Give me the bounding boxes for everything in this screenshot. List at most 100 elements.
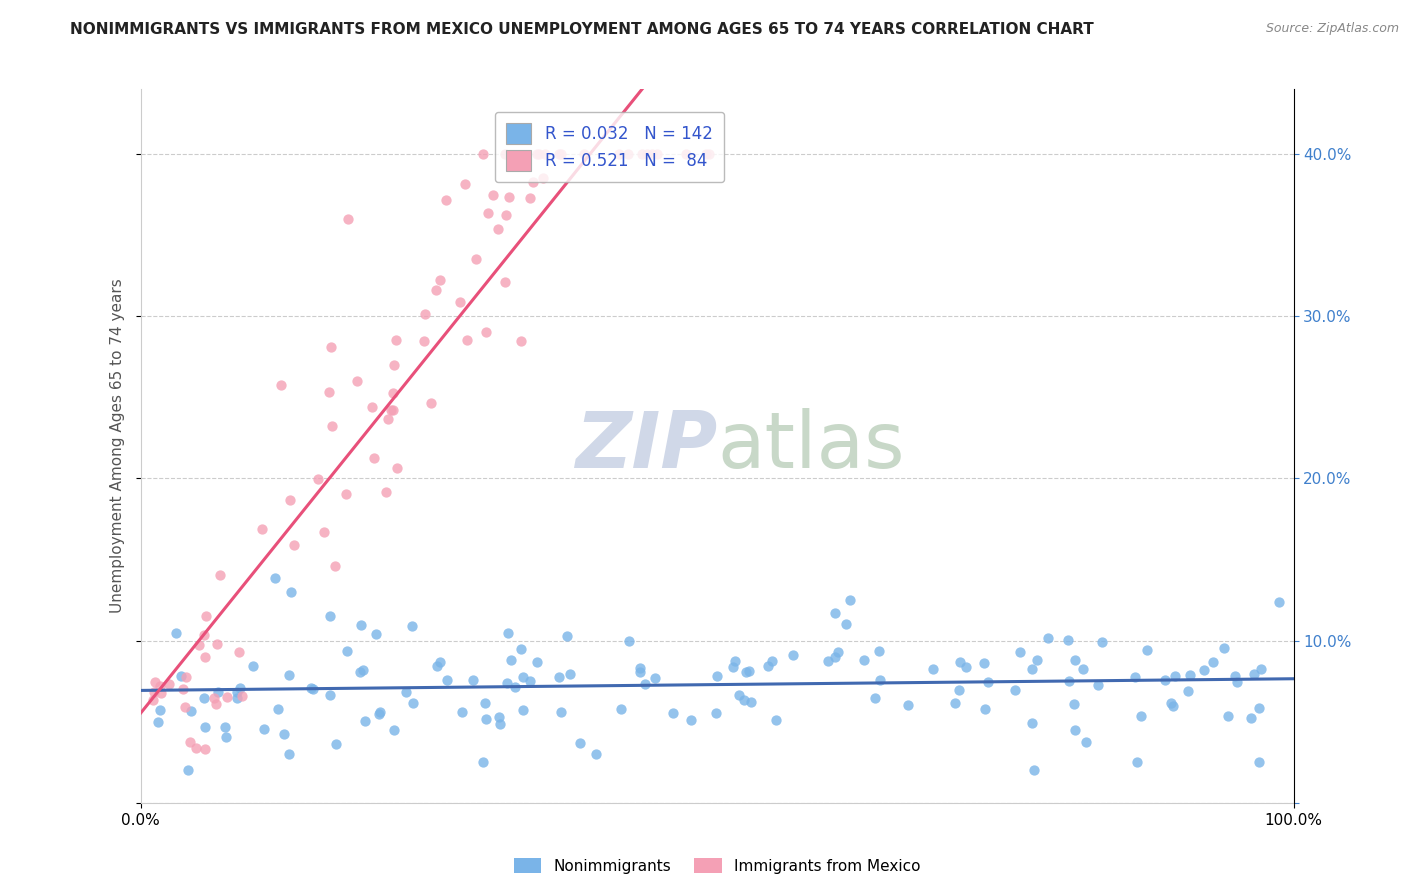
- Point: [510, 641, 533, 656]
- Point: [335, 487, 357, 501]
- Point: [1194, 663, 1216, 677]
- Point: [429, 655, 451, 669]
- Point: [943, 696, 966, 710]
- Point: [456, 333, 478, 347]
- Point: [264, 570, 287, 584]
- Point: [526, 656, 548, 670]
- Point: [270, 377, 292, 392]
- Point: [834, 617, 856, 632]
- Point: [572, 147, 595, 161]
- Point: [382, 402, 405, 417]
- Point: [420, 396, 443, 410]
- Point: [413, 307, 436, 321]
- Point: [209, 568, 232, 582]
- Legend: R = 0.032   N = 142, R = 0.521   N =  84: R = 0.032 N = 142, R = 0.521 N = 84: [495, 112, 724, 183]
- Point: [215, 731, 238, 745]
- Point: [1249, 700, 1271, 714]
- Point: [184, 740, 207, 755]
- Point: [395, 685, 418, 699]
- Point: [193, 690, 215, 705]
- Point: [217, 690, 239, 705]
- Point: [349, 665, 371, 679]
- Point: [174, 700, 197, 714]
- Point: [644, 671, 666, 685]
- Point: [354, 714, 377, 728]
- Point: [756, 658, 779, 673]
- Point: [307, 472, 329, 486]
- Point: [157, 677, 180, 691]
- Point: [176, 670, 198, 684]
- Point: [697, 147, 720, 161]
- Point: [1056, 633, 1078, 648]
- Point: [1038, 631, 1060, 645]
- Point: [384, 723, 406, 737]
- Point: [740, 695, 762, 709]
- Point: [1126, 756, 1149, 770]
- Point: [955, 660, 977, 674]
- Point: [817, 654, 839, 668]
- Point: [922, 662, 945, 676]
- Point: [150, 686, 173, 700]
- Point: [482, 187, 505, 202]
- Point: [380, 402, 402, 417]
- Point: [231, 689, 253, 703]
- Point: [868, 644, 890, 658]
- Point: [522, 176, 544, 190]
- Point: [1087, 678, 1109, 692]
- Point: [555, 629, 578, 643]
- Legend: Nonimmigrants, Immigrants from Mexico: Nonimmigrants, Immigrants from Mexico: [508, 852, 927, 880]
- Text: Source: ZipAtlas.com: Source: ZipAtlas.com: [1265, 22, 1399, 36]
- Point: [302, 682, 325, 697]
- Point: [149, 703, 172, 717]
- Point: [519, 674, 541, 689]
- Point: [381, 385, 404, 400]
- Point: [675, 147, 697, 161]
- Point: [426, 659, 449, 673]
- Point: [1178, 668, 1201, 682]
- Point: [377, 411, 399, 425]
- Point: [472, 147, 495, 161]
- Point: [194, 650, 217, 665]
- Point: [278, 493, 301, 508]
- Point: [721, 660, 744, 674]
- Point: [628, 661, 651, 675]
- Point: [782, 648, 804, 662]
- Point: [321, 418, 343, 433]
- Point: [607, 147, 630, 161]
- Point: [645, 147, 668, 161]
- Point: [534, 147, 557, 161]
- Point: [474, 696, 496, 710]
- Point: [1225, 669, 1247, 683]
- Point: [765, 713, 787, 727]
- Point: [449, 294, 471, 309]
- Point: [321, 340, 343, 354]
- Point: [661, 706, 683, 721]
- Point: [1164, 668, 1187, 682]
- Point: [1247, 756, 1270, 770]
- Point: [486, 222, 509, 236]
- Point: [495, 208, 517, 222]
- Point: [1250, 662, 1272, 676]
- Point: [1226, 675, 1249, 690]
- Point: [617, 633, 640, 648]
- Point: [1021, 716, 1043, 731]
- Point: [949, 655, 972, 669]
- Point: [1010, 645, 1032, 659]
- Point: [548, 671, 571, 685]
- Point: [384, 333, 406, 347]
- Point: [550, 705, 572, 719]
- Point: [368, 705, 391, 719]
- Point: [628, 665, 651, 679]
- Point: [1153, 673, 1175, 688]
- Point: [704, 706, 727, 721]
- Point: [202, 691, 225, 706]
- Point: [499, 653, 522, 667]
- Point: [1022, 764, 1045, 778]
- Point: [336, 644, 359, 658]
- Point: [242, 659, 264, 673]
- Point: [143, 685, 166, 699]
- Point: [252, 722, 274, 736]
- Point: [195, 608, 218, 623]
- Point: [177, 764, 200, 778]
- Point: [364, 626, 387, 640]
